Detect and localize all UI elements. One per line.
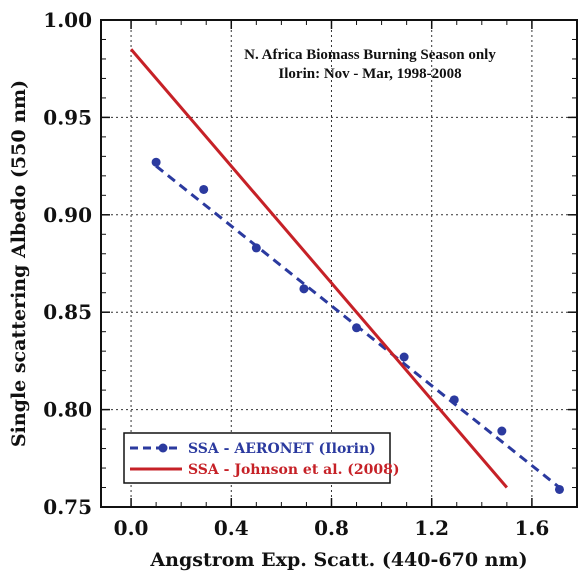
data-point — [497, 426, 507, 436]
series-1 — [129, 48, 508, 489]
y-tick-label: 1.00 — [43, 8, 92, 32]
series-layer — [129, 48, 564, 494]
y-axis-title: Single scattering Albedo (550 nm) — [8, 80, 30, 447]
legend-box — [123, 432, 391, 484]
data-point — [151, 157, 161, 167]
legend: SSA - AERONET (Ilorin) SSA - Johnson et a… — [123, 432, 400, 484]
plot-frame — [100, 19, 578, 508]
annotation-line-1: N. Africa Biomass Burning Season only — [244, 47, 496, 63]
series-0 — [151, 157, 564, 494]
y-tick-labels: 0.75 0.80 0.85 0.90 0.95 1.00 — [43, 8, 92, 519]
x-tick-label: 1.2 — [414, 516, 449, 540]
data-point — [199, 184, 209, 194]
data-point — [554, 484, 564, 494]
y-tick-label: 0.80 — [43, 398, 92, 422]
x-tick-label: 1.6 — [515, 516, 550, 540]
y-tick-label: 0.85 — [43, 300, 92, 324]
x-tick-label: 0.0 — [114, 516, 149, 540]
x-tick-labels: 0.0 0.4 0.8 1.2 1.6 — [114, 516, 550, 540]
x-tick-label: 0.4 — [214, 516, 249, 540]
data-point — [299, 284, 309, 294]
x-axis-title: Angstrom Exp. Scatt. (440-670 nm) — [149, 549, 527, 571]
legend-item-0: SSA - AERONET (Ilorin) — [130, 441, 376, 457]
x-tick-label: 0.8 — [314, 516, 349, 540]
y-tick-label: 0.75 — [43, 495, 92, 519]
legend-swatch-marker — [158, 443, 168, 453]
y-tick-label: 0.95 — [43, 105, 92, 129]
legend-item-1: SSA - Johnson et al. (2008) — [130, 462, 400, 478]
data-point — [399, 352, 409, 362]
data-point — [251, 243, 261, 253]
data-point — [449, 395, 459, 405]
annotation-line-2: Ilorin: Nov - Mar, 1998-2008 — [278, 66, 461, 82]
y-tick-label: 0.90 — [43, 203, 92, 227]
data-point — [352, 323, 362, 333]
series-line-1 — [129, 48, 508, 489]
legend-label: SSA - AERONET (Ilorin) — [188, 441, 376, 457]
grid-lines — [101, 20, 577, 507]
legend-label: SSA - Johnson et al. (2008) — [188, 462, 400, 478]
